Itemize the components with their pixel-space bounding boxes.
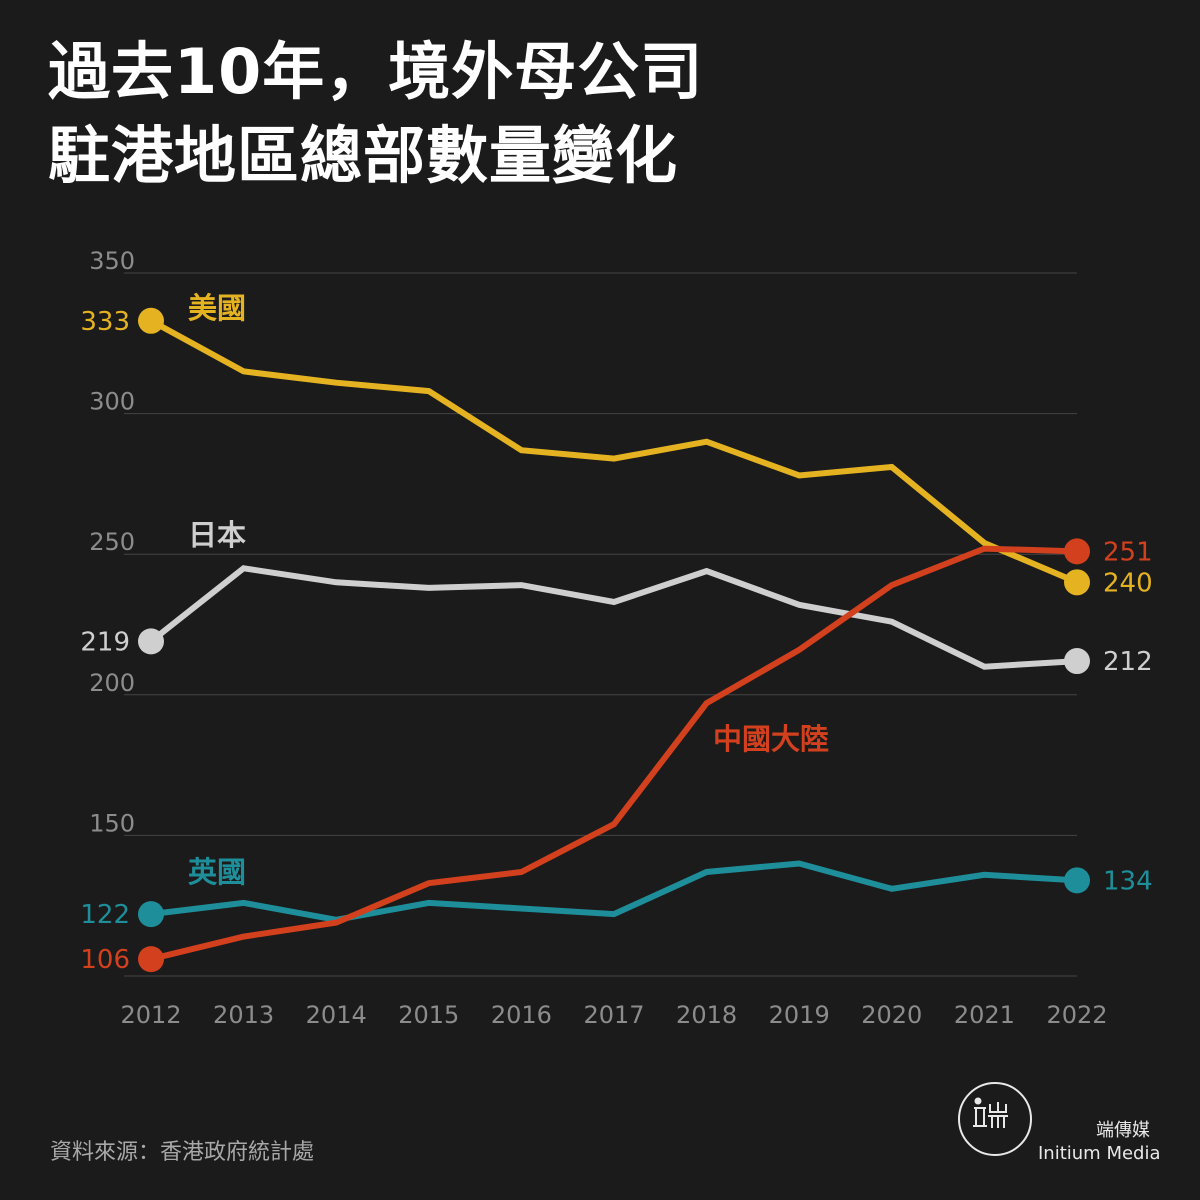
chart-title: 過去10年，境外母公司 駐港地區總部數量變化 bbox=[48, 30, 703, 198]
series-line-japan bbox=[149, 565, 1078, 670]
brand-name-cn: 端傳媒 bbox=[1096, 1120, 1150, 1141]
series-name-label-china: 中國大陸 bbox=[713, 722, 829, 756]
series-start-label-uk: 122 bbox=[80, 900, 130, 930]
series-end-label-uk: 134 bbox=[1103, 866, 1153, 896]
x-tick-label: 2019 bbox=[769, 1001, 830, 1029]
series-line-usa bbox=[149, 318, 1079, 586]
series-line-uk bbox=[150, 860, 1078, 923]
y-tick-label: 150 bbox=[89, 809, 135, 837]
x-tick-label: 2014 bbox=[306, 1001, 367, 1029]
x-tick-label: 2018 bbox=[676, 1001, 737, 1029]
source-note: 資料來源：香港政府統計處 bbox=[50, 1140, 315, 1165]
x-tick-label: 2017 bbox=[583, 1001, 644, 1029]
y-tick-label: 250 bbox=[89, 528, 135, 556]
x-tick-label: 2020 bbox=[861, 1001, 922, 1029]
x-tick-label: 2012 bbox=[120, 1001, 181, 1029]
series-end-label-usa: 240 bbox=[1103, 568, 1153, 598]
series-end-point-uk bbox=[1064, 867, 1090, 894]
series-name-label-usa: 美國 bbox=[188, 291, 246, 325]
series-start-label-usa: 333 bbox=[80, 307, 130, 337]
series-start-point-china bbox=[138, 946, 164, 973]
series-end-point-japan bbox=[1064, 648, 1090, 675]
series-start-point-usa bbox=[138, 307, 164, 334]
initium-logo-icon bbox=[958, 1082, 1032, 1156]
y-tick-label: 350 bbox=[89, 247, 135, 275]
chart-title-line-1: 過去10年，境外母公司 bbox=[48, 35, 704, 108]
y-tick-label: 300 bbox=[89, 388, 135, 416]
x-tick-label: 2013 bbox=[213, 1001, 274, 1029]
x-tick-label: 2021 bbox=[954, 1001, 1015, 1029]
series-name-label-japan: 日本 bbox=[188, 518, 246, 552]
series-end-label-china: 251 bbox=[1103, 537, 1153, 567]
x-tick-label: 2022 bbox=[1046, 1001, 1107, 1029]
series-start-point-uk bbox=[138, 901, 164, 928]
series-end-label-japan: 212 bbox=[1103, 647, 1153, 677]
series-start-point-japan bbox=[138, 628, 164, 655]
series-line-china bbox=[150, 545, 1078, 963]
chart-title-line-2: 駐港地區總部數量變化 bbox=[48, 119, 679, 192]
brand-name-en: Initium Media bbox=[1038, 1143, 1161, 1164]
series-end-point-china bbox=[1064, 538, 1090, 565]
series-start-label-china: 106 bbox=[80, 945, 130, 975]
series-end-point-usa bbox=[1064, 569, 1090, 596]
x-tick-label: 2015 bbox=[398, 1001, 459, 1029]
x-tick-label: 2016 bbox=[491, 1001, 552, 1029]
series-name-label-uk: 英國 bbox=[188, 855, 246, 889]
y-tick-label: 200 bbox=[89, 669, 135, 697]
series-start-label-japan: 219 bbox=[80, 627, 130, 657]
